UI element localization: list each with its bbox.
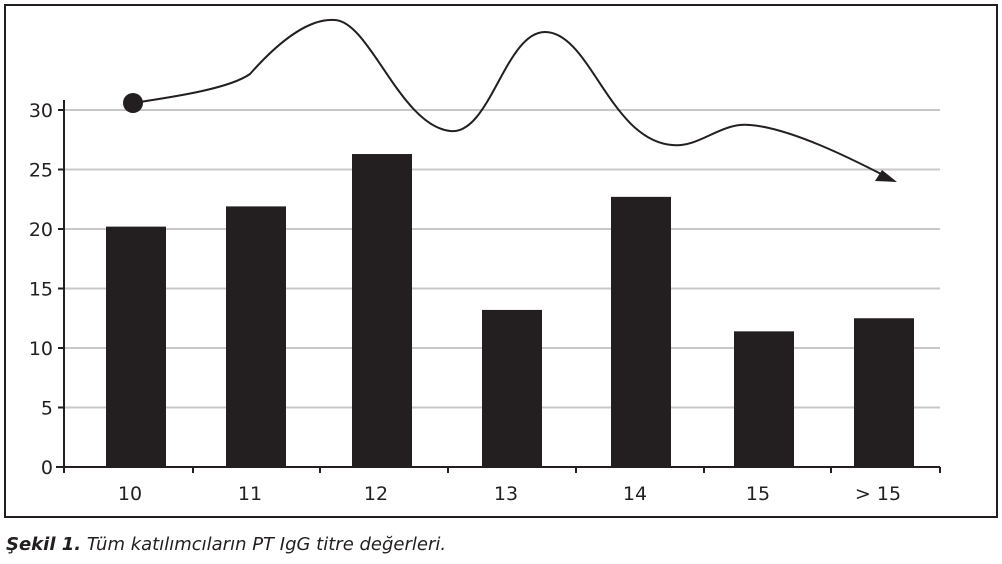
bar-10 [106, 226, 166, 467]
bar-12 [352, 154, 412, 467]
caption-text: Tüm katılımcıların PT IgG titre değerler… [81, 534, 447, 555]
x-tick-label: 10 [118, 483, 142, 505]
bars [106, 154, 914, 467]
bar-15 [854, 318, 914, 467]
axes [56, 100, 941, 473]
x-tick-label: > 15 [855, 483, 901, 505]
bar-15 [734, 331, 794, 467]
x-tick-label: 12 [364, 483, 388, 505]
x-tick-label: 11 [238, 483, 262, 505]
bar-11 [226, 206, 286, 467]
y-tick-label: 5 [41, 398, 53, 420]
arrowhead-icon [875, 170, 897, 182]
y-tick-label: 10 [29, 338, 53, 360]
y-tick-label: 15 [29, 279, 53, 301]
figure-caption: Şekil 1. Tüm katılımcıların PT IgG titre… [6, 534, 446, 555]
y-tick-label: 20 [29, 219, 53, 241]
trend-arrow [123, 18, 897, 182]
tick-labels: 0 5 10 15 20 25 30 10 11 12 13 14 15 > 15 [29, 100, 901, 505]
bar-14 [611, 196, 671, 467]
arrow-curve [132, 18, 886, 177]
bar-13 [482, 309, 542, 467]
x-tick-label: 13 [494, 483, 518, 505]
x-tick-label: 14 [623, 483, 647, 505]
chart-frame [4, 4, 998, 518]
y-tick-label: 25 [29, 160, 53, 182]
y-tick-label: 30 [29, 100, 53, 122]
x-tick-label: 15 [746, 483, 770, 505]
caption-label: Şekil 1. [6, 534, 82, 555]
y-tick-label: 0 [41, 457, 53, 479]
